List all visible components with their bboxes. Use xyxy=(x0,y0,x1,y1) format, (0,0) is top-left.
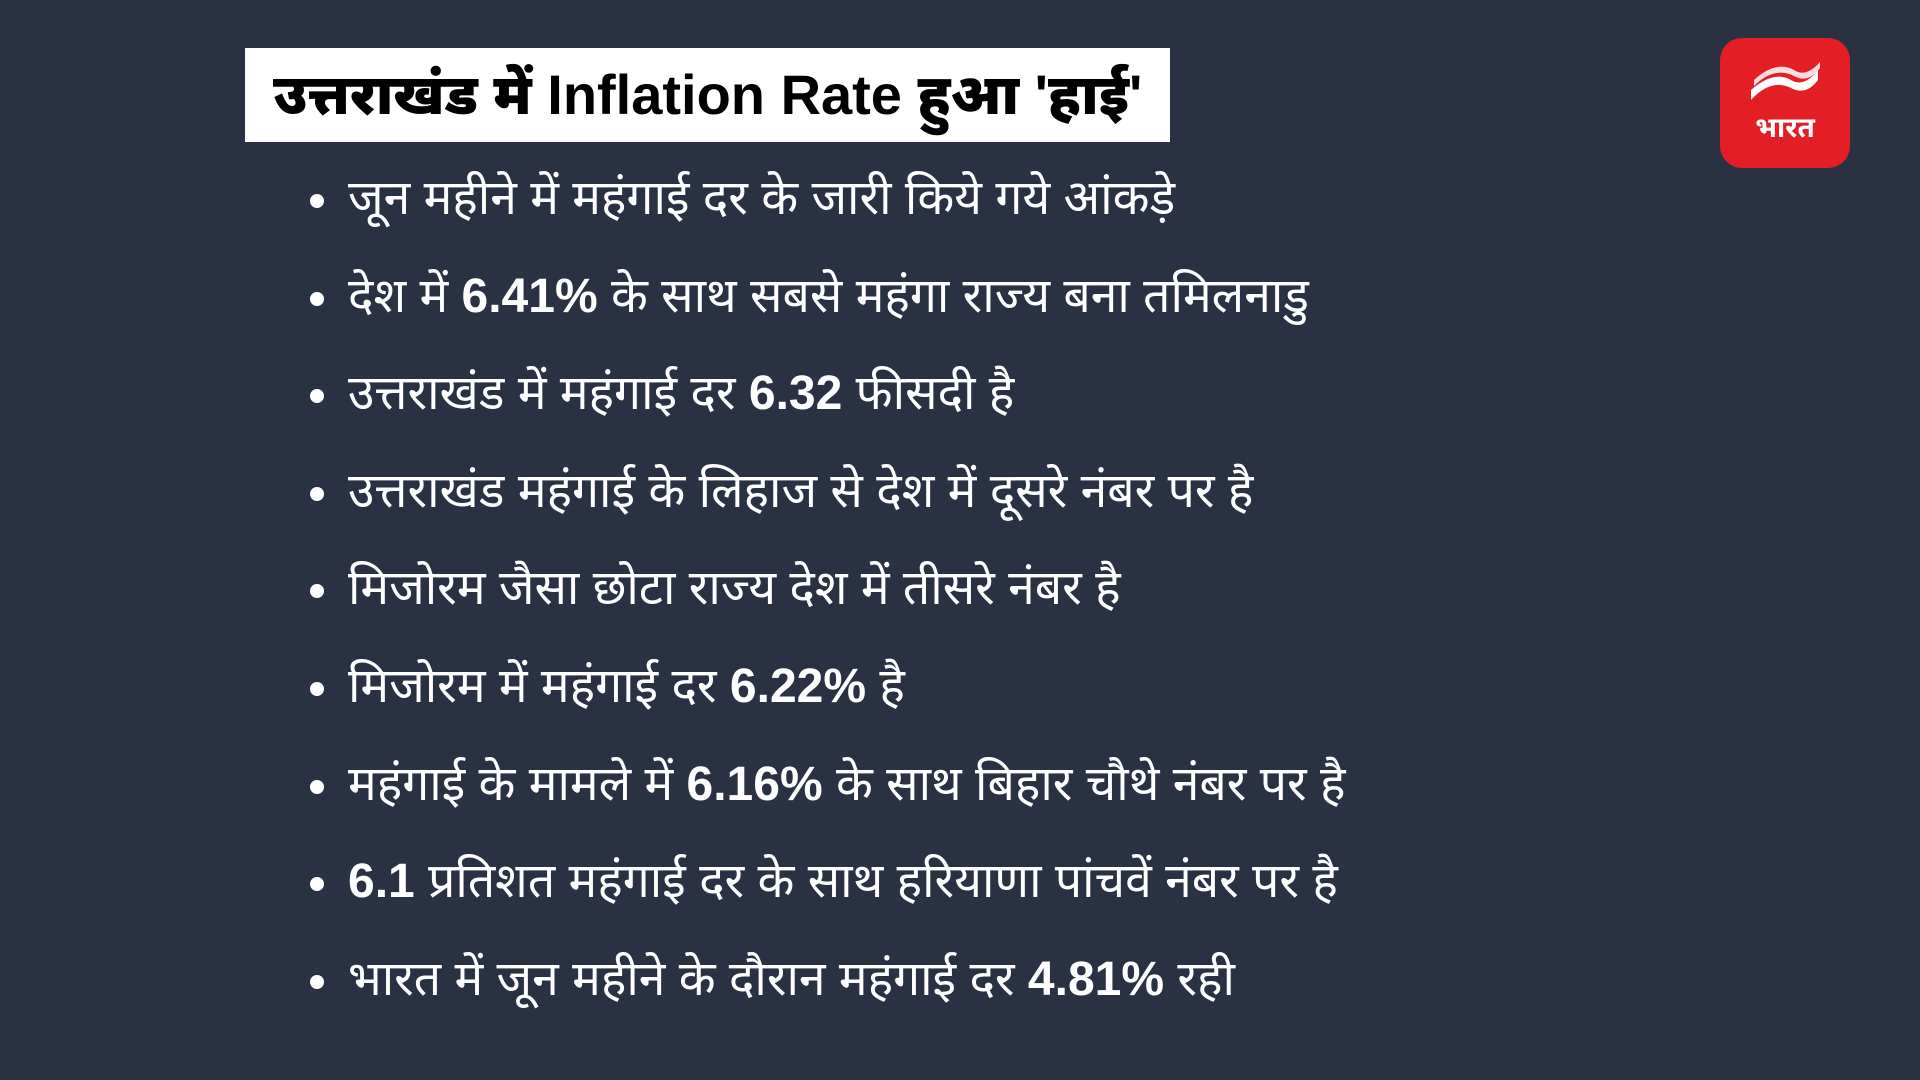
bullet-dot-icon xyxy=(310,292,324,306)
bullet-dot-icon xyxy=(310,584,324,598)
bullet-item: मिजोरम में महंगाई दर 6.22% है xyxy=(310,658,1720,716)
logo-text: भारत xyxy=(1755,112,1815,149)
bullet-item: उत्तराखंड में महंगाई दर 6.32 फीसदी है xyxy=(310,365,1720,423)
bullet-text: उत्तराखंड में महंगाई दर 6.32 फीसदी है xyxy=(348,365,1720,423)
page-title: उत्तराखंड में Inflation Rate हुआ 'हाई' xyxy=(273,64,1142,126)
title-container: उत्तराखंड में Inflation Rate हुआ 'हाई' xyxy=(245,48,1170,142)
bullet-dot-icon xyxy=(310,194,324,208)
bullet-text: मिजोरम में महंगाई दर 6.22% है xyxy=(348,658,1720,716)
bullet-text: मिजोरम जैसा छोटा राज्य देश में तीसरे नंब… xyxy=(348,560,1720,618)
bullet-item: जून महीने में महंगाई दर के जारी किये गये… xyxy=(310,170,1720,228)
logo-swoosh-icon xyxy=(1746,58,1824,108)
bullet-text: महंगाई के मामले में 6.16% के साथ बिहार च… xyxy=(348,756,1720,814)
bullet-text: 6.1 प्रतिशत महंगाई दर के साथ हरियाणा पां… xyxy=(348,853,1720,911)
bullet-dot-icon xyxy=(310,682,324,696)
logo-badge: भारत xyxy=(1720,38,1850,168)
bullet-item: देश में 6.41% के साथ सबसे महंगा राज्य बन… xyxy=(310,268,1720,326)
bullet-dot-icon xyxy=(310,780,324,794)
bullet-item: भारत में जून महीने के दौरान महंगाई दर 4.… xyxy=(310,951,1720,1009)
bullet-list: जून महीने में महंगाई दर के जारी किये गये… xyxy=(310,170,1720,1048)
bullet-text: देश में 6.41% के साथ सबसे महंगा राज्य बन… xyxy=(348,268,1720,326)
bullet-item: महंगाई के मामले में 6.16% के साथ बिहार च… xyxy=(310,756,1720,814)
bullet-dot-icon xyxy=(310,389,324,403)
bullet-dot-icon xyxy=(310,487,324,501)
bullet-dot-icon xyxy=(310,975,324,989)
bullet-text: उत्तराखंड महंगाई के लिहाज से देश में दूस… xyxy=(348,463,1720,521)
bullet-text: भारत में जून महीने के दौरान महंगाई दर 4.… xyxy=(348,951,1720,1009)
bullet-item: उत्तराखंड महंगाई के लिहाज से देश में दूस… xyxy=(310,463,1720,521)
bullet-text: जून महीने में महंगाई दर के जारी किये गये… xyxy=(348,170,1720,228)
bullet-item: मिजोरम जैसा छोटा राज्य देश में तीसरे नंब… xyxy=(310,560,1720,618)
bullet-item: 6.1 प्रतिशत महंगाई दर के साथ हरियाणा पां… xyxy=(310,853,1720,911)
bullet-dot-icon xyxy=(310,877,324,891)
